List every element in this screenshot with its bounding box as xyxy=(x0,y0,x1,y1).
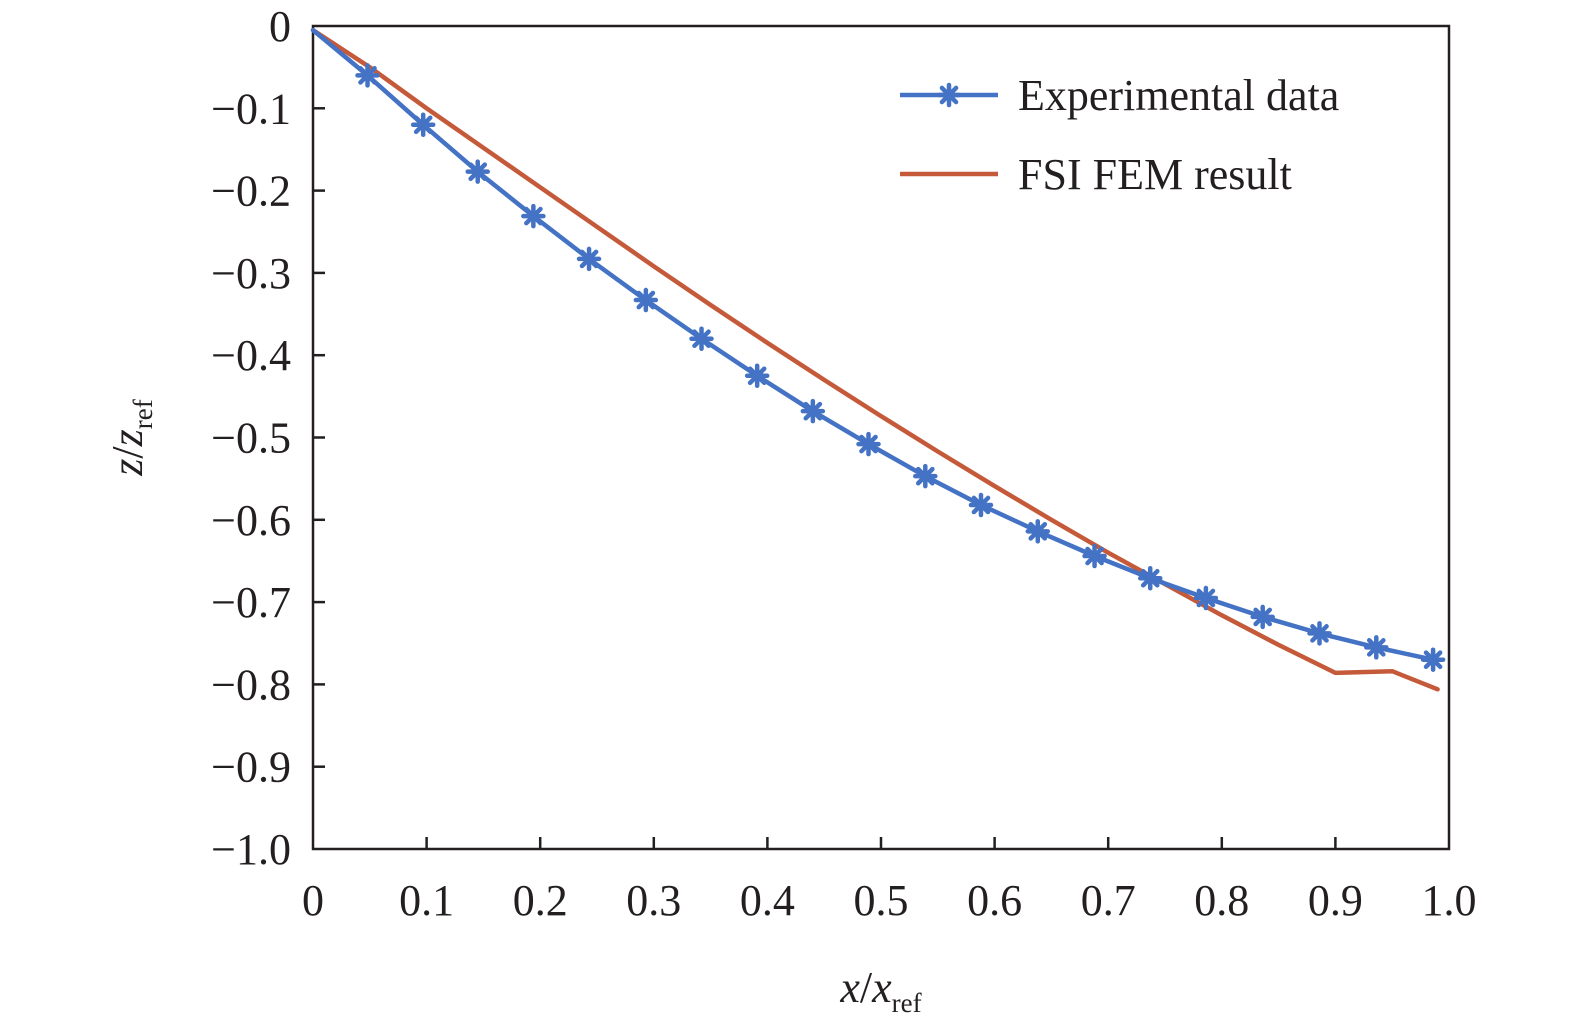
x-axis-var-2: x xyxy=(871,963,892,1012)
legend-label: Experimental data xyxy=(1018,71,1339,120)
y-axis-var-2: z xyxy=(103,429,152,447)
y-tick-label: −0.9 xyxy=(211,743,291,792)
data-point xyxy=(1364,635,1389,660)
legend: Experimental data FSI FEM result xyxy=(900,71,1339,199)
data-point xyxy=(410,112,436,138)
data-point xyxy=(1307,621,1332,646)
data-point xyxy=(1137,565,1163,591)
x-tick-label: 0.2 xyxy=(513,876,568,925)
x-tick-label: 0.8 xyxy=(1194,876,1249,925)
x-tick-label: 0.9 xyxy=(1308,876,1363,925)
data-point xyxy=(1250,604,1275,630)
data-point xyxy=(968,492,994,518)
data-point xyxy=(1420,647,1446,672)
y-axis-title: z/zref xyxy=(103,399,158,476)
legend-label: FSI FEM result xyxy=(1018,150,1292,199)
y-axis-sub: ref xyxy=(128,399,158,429)
y-tick-label: −0.5 xyxy=(211,414,291,463)
data-point xyxy=(1082,543,1107,569)
x-tick-label: 0.4 xyxy=(740,876,795,925)
x-axis-sub: ref xyxy=(892,988,922,1018)
data-point xyxy=(689,326,714,351)
y-tick-label: −0.4 xyxy=(211,331,291,380)
series-line-fsi-fem-result xyxy=(310,27,1440,692)
x-tick-label: 0.1 xyxy=(399,876,454,925)
y-tick-label: −0.8 xyxy=(211,660,291,709)
x-axis-title: x/xref xyxy=(839,963,921,1018)
data-point xyxy=(1193,585,1219,611)
y-tick-label: −0.6 xyxy=(211,496,291,545)
x-tick-label: 0 xyxy=(302,876,324,925)
series-layer xyxy=(310,27,1446,692)
x-tick-label: 0.5 xyxy=(854,876,909,925)
x-tick-label: 1.0 xyxy=(1422,876,1477,925)
data-point xyxy=(355,63,380,88)
data-point xyxy=(856,431,881,457)
data-point xyxy=(913,463,938,489)
y-tick-label: −0.7 xyxy=(211,578,291,627)
legend-marker xyxy=(936,82,962,108)
axis-ticks: 0 0.1 0.2 0.3 0.4 0.5 0.6 0.7 0.8 0.9 1.0 0 −0.1 −0.2… xyxy=(211,2,1476,925)
x-tick-label: 0.7 xyxy=(1081,876,1136,925)
y-tick-label: −0.1 xyxy=(211,84,291,133)
data-point xyxy=(633,287,659,313)
series-line-experimental-data xyxy=(310,27,1436,662)
x-tick-label: 0.6 xyxy=(967,876,1022,925)
x-tick-label: 0.3 xyxy=(626,876,681,925)
data-point xyxy=(1025,519,1051,544)
data-point xyxy=(521,203,546,229)
y-tick-label: −0.2 xyxy=(211,167,291,216)
data-point xyxy=(576,246,602,272)
data-point xyxy=(465,159,490,184)
y-tick-label: 0 xyxy=(269,2,291,51)
data-point xyxy=(744,363,770,389)
data-point xyxy=(800,398,826,424)
y-axis-var: z xyxy=(103,459,152,477)
y-tick-label: −1.0 xyxy=(211,825,291,874)
y-tick-label: −0.3 xyxy=(211,249,291,298)
x-axis-var: x xyxy=(839,963,860,1012)
